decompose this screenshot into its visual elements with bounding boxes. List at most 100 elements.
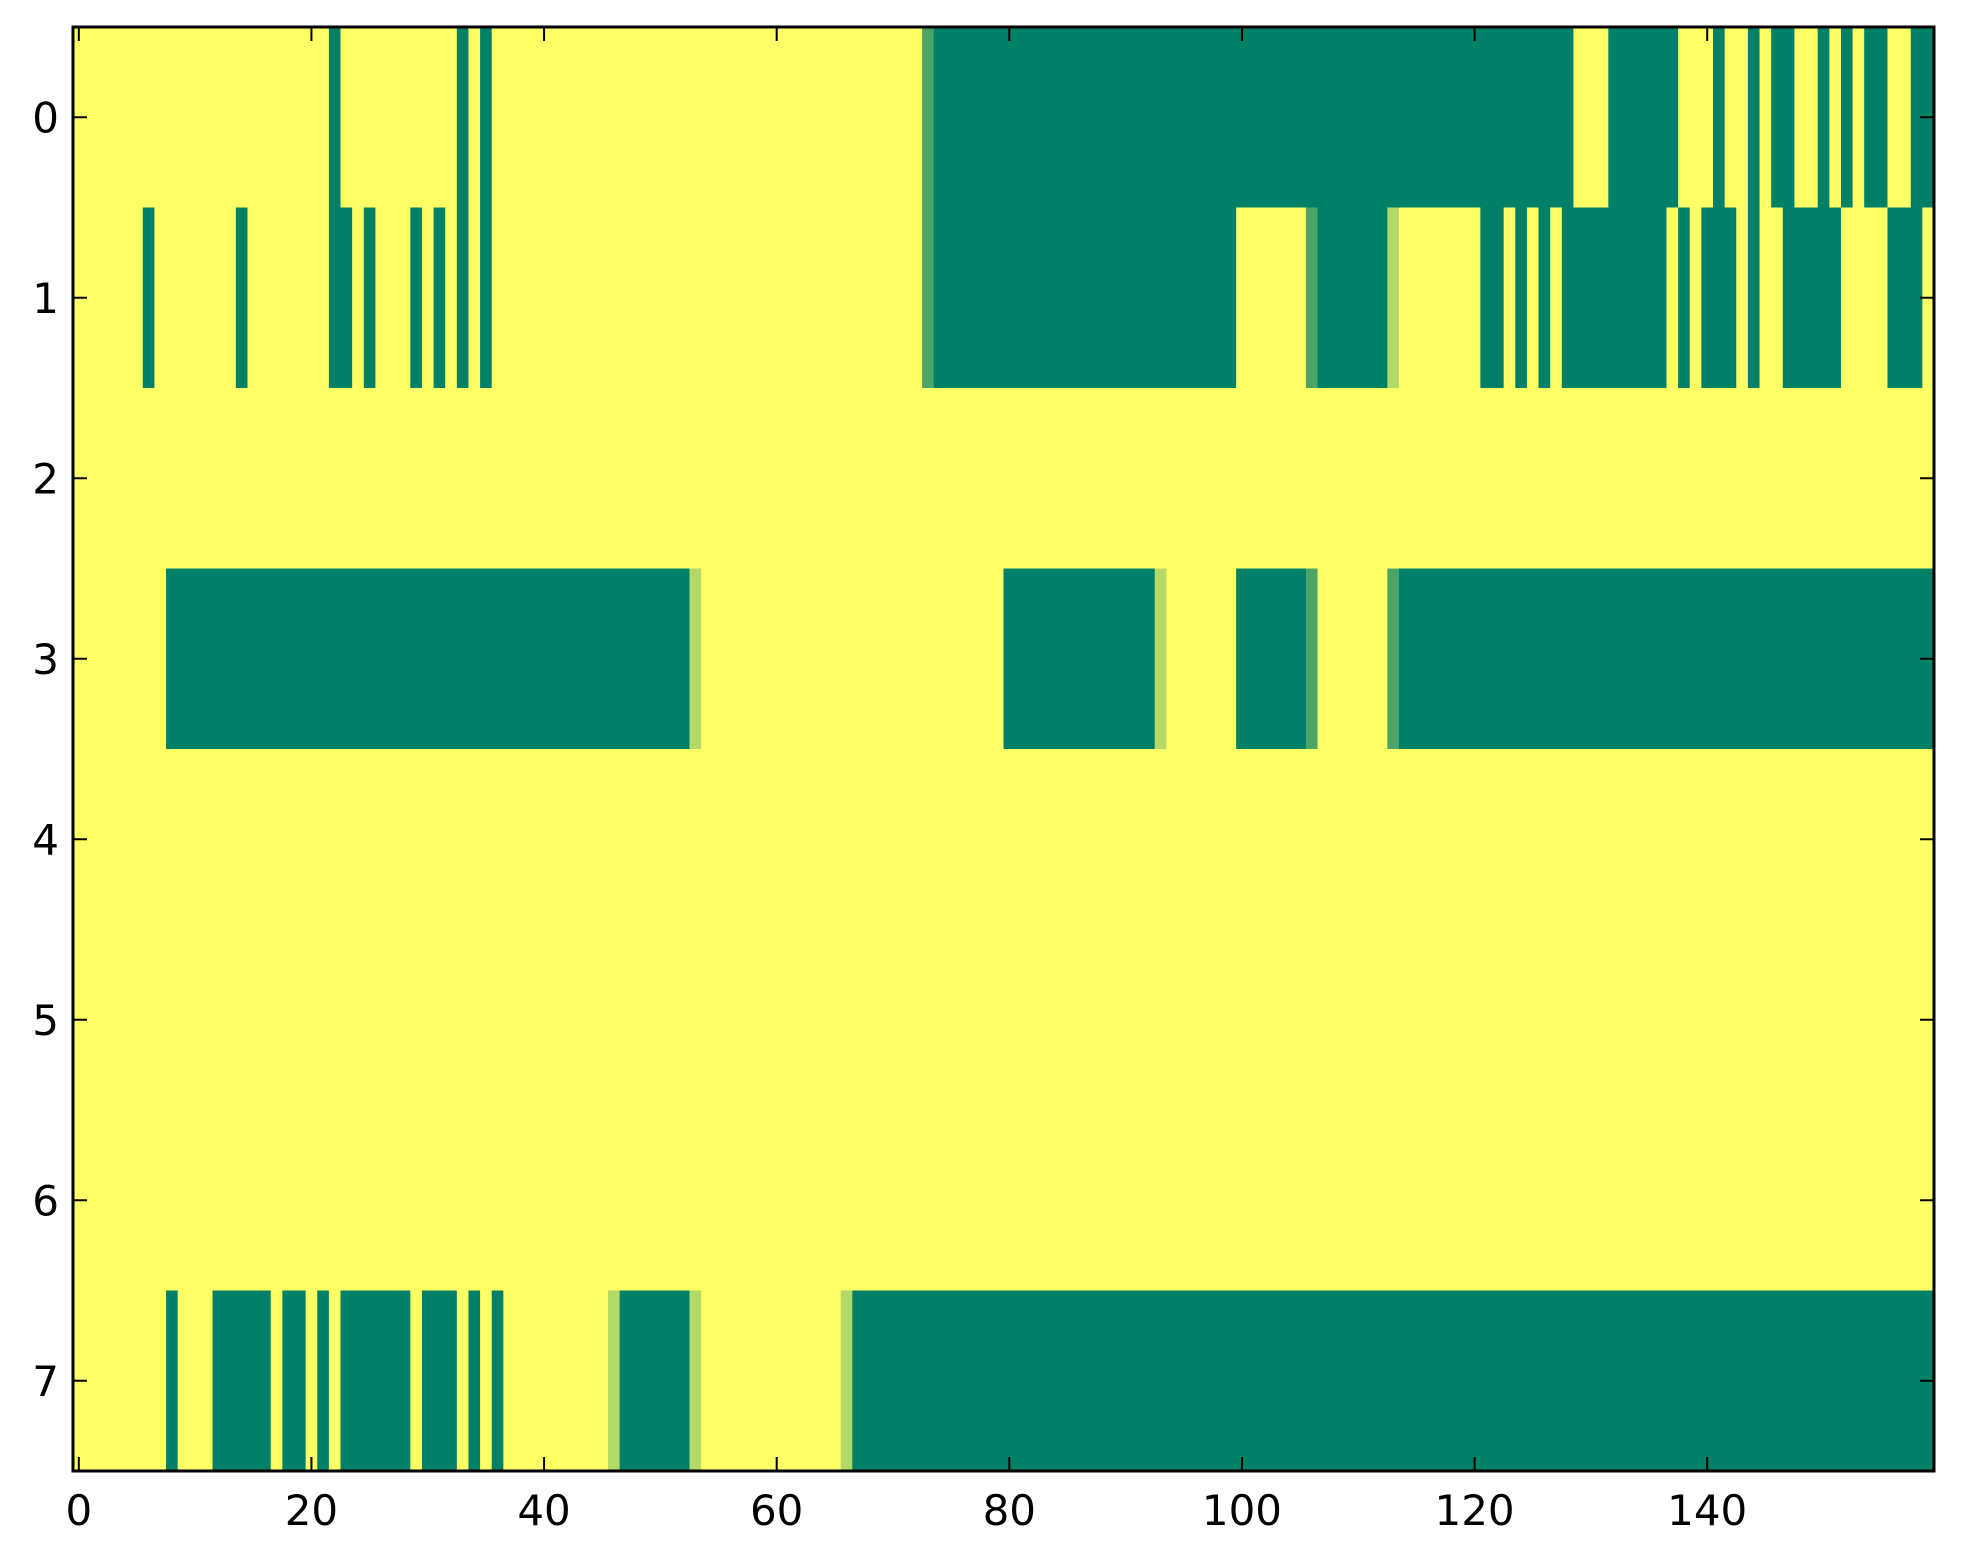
y-tick-label: 7 [32,1357,59,1406]
y-tick-label: 0 [32,93,59,142]
heatmap-cell-row-7-col-66 [840,1290,853,1472]
heatmap-cell-row-1-col-6 [142,207,156,389]
heatmap-cell-row-1-col-140 [1701,207,1737,389]
axis-ticks [73,27,1934,1471]
heatmap-cell-row-1-col-73 [922,207,935,389]
x-tick-label: 40 [517,1486,570,1535]
heatmap-cell-row-0-col-33 [456,27,470,209]
heatmap-cell-row-0-col-22 [328,27,342,209]
heatmap-cell-row-1-col-31 [433,207,446,389]
heatmap-cell-row-0-col-145 [1759,27,1772,209]
heatmap-cell-row-7-col-33 [456,1290,470,1472]
heatmap-cell-row-0-col-132 [1608,27,1679,209]
heatmap-cell-row-3-col-93 [1154,568,1167,750]
heatmap-cell-row-3-col-113 [1387,568,1400,750]
y-tick-label: 3 [32,635,59,684]
heatmap-cell-row-7-col-8 [166,1290,179,1472]
heatmap-cell-row-0-col-34 [468,27,481,209]
heatmap-cell-row-7-col-12 [212,1290,272,1472]
heatmap-cell-row-1-col-107 [1317,207,1388,389]
y-tick-label: 2 [32,454,59,503]
heatmap-cell-row-1-col-100 [1236,207,1307,389]
heatmap-cell-row-0-col-150 [1817,27,1830,209]
heatmap-cells [73,27,1935,1472]
heatmap-cell-row-0-col-0 [73,27,330,209]
x-tick-label: 20 [285,1486,338,1535]
y-tick-label: 5 [32,996,59,1045]
heatmap-cell-row-7-col-21 [317,1290,330,1472]
heatmap-cell-row-1-col-14 [235,207,249,389]
heatmap-cell-row-7-col-36 [491,1290,504,1472]
heatmap-cell-row-3-col-53 [689,568,702,750]
heatmap-cell-row-0-col-144 [1747,27,1761,209]
heatmap-cell-row-1-col-15 [247,207,330,389]
heatmap-cell-row-0-col-35 [480,27,493,209]
heatmap-cell-row-1-col-123 [1503,207,1516,389]
heatmap-cell-row-1-col-29 [410,207,423,389]
heatmap-cell-row-3-col-54 [701,568,1005,750]
heatmap-cell-row-0-col-156 [1887,27,1912,209]
x-tick-label: 100 [1202,1486,1282,1535]
heatmap-cell-row-7-col-35 [480,1290,493,1472]
heatmap-cell-row-5-col-0 [73,929,1935,1111]
heatmap-cell-row-7-col-46 [608,1290,621,1472]
heatmap-cell-row-1-col-121 [1480,207,1505,389]
y-tick-label: 4 [32,815,59,864]
heatmap-cell-row-1-col-74 [933,207,1237,389]
heatmap-cell-row-3-col-100 [1236,568,1307,750]
heatmap-cell-row-7-col-0 [73,1290,167,1472]
heatmap-cell-row-0-col-138 [1678,27,1714,209]
heatmap-cell-row-4-col-0 [73,749,1935,931]
heatmap-cell-row-2-col-0 [73,388,1935,570]
heatmap-cell-row-0-col-23 [340,27,458,209]
heatmap-cell-row-0-col-146 [1771,27,1796,209]
heatmap-cell-row-7-col-67 [852,1290,1935,1472]
heatmap-cell-row-3-col-107 [1317,568,1388,750]
heatmap-cell-row-3-col-80 [1003,568,1156,750]
heatmap-cell-row-1-col-32 [445,207,458,389]
heatmap-cell-row-1-col-36 [491,207,923,389]
heatmap-cell-row-7-col-37 [503,1290,609,1472]
heatmap-cell-row-0-col-148 [1794,27,1819,209]
heatmap-cell-row-1-col-127 [1550,207,1563,389]
heatmap-cell-row-1-col-106 [1305,207,1319,389]
heatmap-cell-row-1-col-35 [480,207,493,389]
heatmap-cell-row-1-col-25 [363,207,377,389]
heatmap-cell-row-0-col-36 [491,27,923,209]
heatmap-cell-row-1-col-144 [1747,207,1761,389]
heatmap-cell-row-1-col-156 [1887,207,1923,389]
heatmap-cell-row-1-col-139 [1689,207,1702,389]
heatmap-cell-row-7-col-29 [410,1290,423,1472]
heatmap-cell-row-1-col-34 [468,207,481,389]
heatmap-cell-row-0-col-153 [1852,27,1865,209]
heatmap-cell-row-1-col-137 [1666,207,1679,389]
heatmap-cell-row-3-col-0 [73,568,167,750]
heatmap-cell-row-0-col-74 [933,27,1575,209]
heatmap-cell-row-1-col-152 [1840,207,1889,389]
heatmap-cell-row-1-col-126 [1538,207,1551,389]
x-tick-label: 60 [750,1486,803,1535]
x-axis-tick-labels: 0 20 40 60 80 100 120 140 [65,1486,1747,1535]
heatmap-cell-row-1-col-128 [1561,207,1668,389]
heatmap-cell-row-0-col-142 [1724,27,1749,209]
heatmap-cell-row-1-col-7 [154,207,237,389]
heatmap-cell-row-1-col-124 [1515,207,1528,389]
plot-frame [71,25,1936,1473]
heatmap-cell-row-7-col-18 [282,1290,307,1472]
heatmap-cell-row-0-col-129 [1573,27,1609,209]
x-tick-label: 0 [65,1486,92,1535]
heatmap-cell-row-1-col-138 [1678,207,1691,389]
heatmap-cell-row-7-col-47 [619,1290,691,1472]
heatmap-cell-row-0-col-152 [1840,27,1854,209]
heatmap-cell-row-1-col-24 [352,207,365,389]
heatmap-cell-row-7-col-17 [270,1290,283,1472]
heatmap-cell-row-1-col-22 [328,207,353,389]
heatmap-cell-row-0-col-154 [1864,27,1889,209]
heatmap-cell-row-3-col-106 [1305,568,1319,750]
heatmap-cell-row-7-col-54 [701,1290,842,1472]
heatmap-cell-row-0-col-73 [922,27,935,209]
heatmap-cell-row-3-col-8 [166,568,691,750]
heatmap-cell-row-7-col-34 [468,1290,481,1472]
heatmap-cell-row-0-col-151 [1829,27,1842,209]
